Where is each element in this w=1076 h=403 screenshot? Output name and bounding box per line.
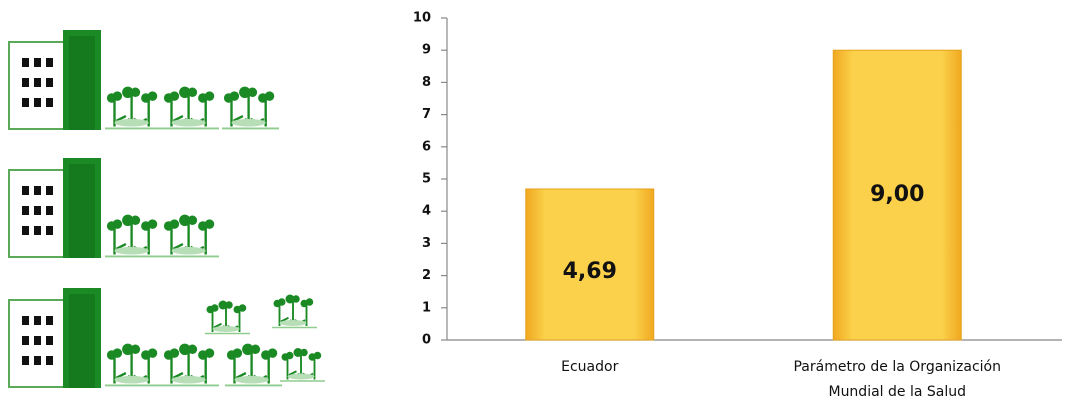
y-tick-label: 10	[413, 11, 431, 26]
y-tick-label: 8	[422, 75, 431, 90]
y-tick-label: 4	[422, 204, 431, 219]
trees	[222, 85, 279, 130]
x-tick-label: Ecuador	[561, 359, 619, 375]
building	[8, 158, 102, 258]
y-tick-label: 5	[422, 172, 431, 187]
bar	[832, 49, 962, 341]
y-tick-label: 9	[422, 43, 431, 58]
trees	[105, 85, 162, 130]
value-label: 4,69	[563, 259, 617, 284]
y-tick-label: 0	[422, 333, 431, 348]
illustration	[8, 30, 325, 388]
building	[8, 30, 102, 130]
trees	[162, 85, 219, 130]
trees	[105, 213, 162, 258]
x-tick-label: Parámetro de la Organización Mundial de …	[793, 359, 1001, 400]
value-label: 9,00	[870, 182, 924, 207]
trees	[205, 299, 250, 335]
y-tick-label: 2	[422, 268, 431, 283]
building	[8, 288, 102, 388]
trees	[162, 213, 219, 258]
trees	[225, 342, 282, 387]
trees	[162, 342, 219, 387]
y-tick-label: 1	[422, 300, 431, 315]
y-tick-label: 3	[422, 236, 431, 251]
bar	[525, 188, 655, 341]
x-tick-label-box: Ecuador	[561, 359, 619, 375]
trees	[105, 342, 162, 387]
y-tick-label: 7	[422, 107, 431, 122]
trees	[280, 346, 325, 383]
x-tick-label-box: Parámetro de la Organización Mundial de …	[793, 359, 1001, 400]
trees	[272, 293, 317, 329]
y-tick-label: 6	[422, 139, 431, 154]
